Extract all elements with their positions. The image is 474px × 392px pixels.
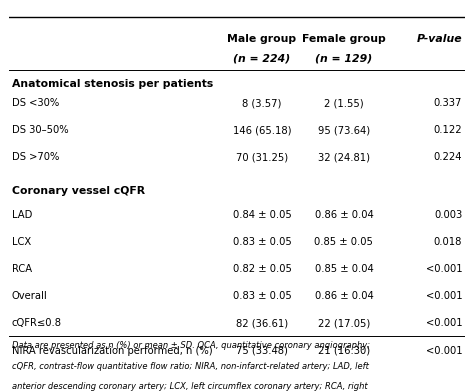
Text: 82 (36.61): 82 (36.61) [236,318,288,328]
Text: 0.337: 0.337 [434,98,462,108]
Text: 146 (65.18): 146 (65.18) [233,125,292,135]
Text: anterior descending coronary artery; LCX, left circumflex coronary artery; RCA, : anterior descending coronary artery; LCX… [12,382,367,391]
Text: 22 (17.05): 22 (17.05) [318,318,370,328]
Text: Data are presented as n (%) or mean ± SD. QCA, quantitative coronary angiography: Data are presented as n (%) or mean ± SD… [12,341,370,350]
Text: 0.85 ± 0.05: 0.85 ± 0.05 [314,237,374,247]
Text: DS 30–50%: DS 30–50% [12,125,68,135]
Text: 0.224: 0.224 [434,152,462,162]
Text: 75 (33.48): 75 (33.48) [236,345,288,356]
Text: cQFR, contrast-flow quantitative flow ratio; NIRA, non-infarct-related artery; L: cQFR, contrast-flow quantitative flow ra… [12,361,369,370]
Text: 32 (24.81): 32 (24.81) [318,152,370,162]
Text: Coronary vessel cQFR: Coronary vessel cQFR [12,186,145,196]
Text: (n = 129): (n = 129) [315,54,373,64]
Text: LCX: LCX [12,237,31,247]
Text: 0.122: 0.122 [434,125,462,135]
Text: P-value: P-value [417,34,462,44]
Text: 0.84 ± 0.05: 0.84 ± 0.05 [233,210,292,220]
Text: DS <30%: DS <30% [12,98,59,108]
Text: cQFR≤0.8: cQFR≤0.8 [12,318,62,328]
Text: DS >70%: DS >70% [12,152,59,162]
Text: 0.018: 0.018 [434,237,462,247]
Text: <0.001: <0.001 [426,345,462,356]
Text: <0.001: <0.001 [426,291,462,301]
Text: 0.83 ± 0.05: 0.83 ± 0.05 [233,237,292,247]
Text: <0.001: <0.001 [426,264,462,274]
Text: 2 (1.55): 2 (1.55) [324,98,364,108]
Text: RCA: RCA [12,264,32,274]
Text: 0.86 ± 0.04: 0.86 ± 0.04 [315,291,374,301]
Text: 21 (16.30): 21 (16.30) [318,345,370,356]
Text: Anatomical stenosis per patients: Anatomical stenosis per patients [12,79,213,89]
Text: 70 (31.25): 70 (31.25) [236,152,288,162]
Text: 0.003: 0.003 [434,210,462,220]
Text: <0.001: <0.001 [426,318,462,328]
Text: 0.83 ± 0.05: 0.83 ± 0.05 [233,291,292,301]
Text: (n = 224): (n = 224) [233,54,291,64]
Text: NIRA revascularization performed, n (%): NIRA revascularization performed, n (%) [12,345,212,356]
Text: 8 (3.57): 8 (3.57) [242,98,282,108]
Text: 0.85 ± 0.04: 0.85 ± 0.04 [315,264,374,274]
Text: LAD: LAD [12,210,32,220]
Text: 95 (73.64): 95 (73.64) [318,125,370,135]
Text: Female group: Female group [302,34,386,44]
Text: 0.82 ± 0.05: 0.82 ± 0.05 [233,264,292,274]
Text: Male group: Male group [228,34,297,44]
Text: 0.86 ± 0.04: 0.86 ± 0.04 [315,210,374,220]
Text: Overall: Overall [12,291,47,301]
